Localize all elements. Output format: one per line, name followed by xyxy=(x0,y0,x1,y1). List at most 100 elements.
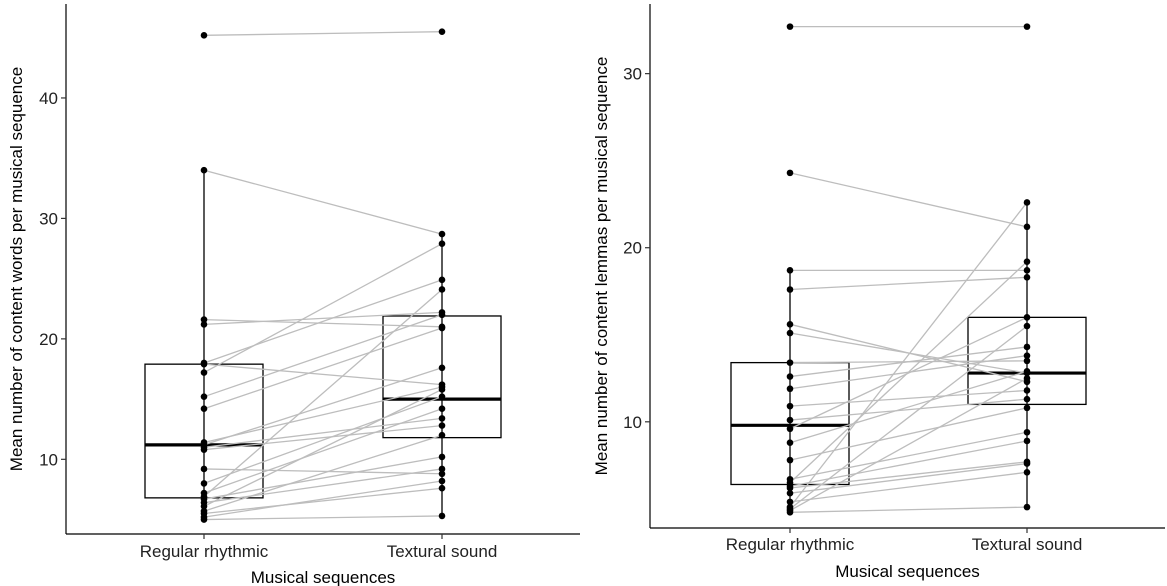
data-point xyxy=(1023,258,1031,265)
y-tick-label: 20 xyxy=(39,330,58,349)
data-point xyxy=(1023,267,1031,274)
paired-line xyxy=(789,172,1028,228)
paired-line xyxy=(789,398,1028,421)
paired-line xyxy=(789,332,1028,374)
data-point xyxy=(200,405,208,413)
paired-line xyxy=(203,243,443,374)
data-point xyxy=(1023,368,1031,375)
paired-line xyxy=(203,288,443,498)
data-point xyxy=(200,316,208,323)
paired-line xyxy=(789,202,1028,508)
data-point xyxy=(200,369,208,376)
y-tick-label: 30 xyxy=(39,209,58,228)
data-point xyxy=(200,480,208,487)
paired-line xyxy=(789,377,1028,512)
data-point xyxy=(786,509,794,516)
data-point xyxy=(1023,374,1031,382)
paired-line xyxy=(203,367,443,446)
data-point xyxy=(200,502,208,510)
paired-line xyxy=(789,461,1028,489)
x-tick-label: Textural sound xyxy=(387,542,498,561)
data-point xyxy=(1023,428,1031,436)
x-tick-label: Regular rhythmic xyxy=(140,542,269,561)
data-point xyxy=(200,166,208,174)
x-tick-label: Textural sound xyxy=(972,535,1083,554)
data-point xyxy=(438,512,446,520)
data-point xyxy=(1023,314,1031,321)
content-lemmas-panel: 10 20 30 Regular rhythmic Textural sound Musi… xyxy=(592,4,1165,581)
paired-line xyxy=(203,396,443,485)
data-point xyxy=(786,498,794,506)
paired-line xyxy=(203,434,443,512)
y-tick-label: 10 xyxy=(623,413,642,432)
data-point xyxy=(1023,199,1031,206)
data-point xyxy=(438,453,446,461)
data-point xyxy=(438,276,446,284)
data-point xyxy=(1023,395,1031,403)
data-point xyxy=(1023,460,1031,467)
paired-line xyxy=(203,487,443,515)
paired-line xyxy=(789,325,1028,510)
data-point xyxy=(1023,503,1031,511)
data-point xyxy=(1023,23,1031,30)
data-point xyxy=(1023,343,1031,351)
paired-line xyxy=(789,471,1028,503)
paired-line xyxy=(203,314,443,398)
data-point xyxy=(200,360,208,368)
data-point xyxy=(1023,322,1031,330)
data-point xyxy=(438,470,446,478)
paired-line xyxy=(203,388,443,507)
y-tick-label: 10 xyxy=(39,450,58,469)
data-point xyxy=(438,393,446,400)
data-point xyxy=(1023,404,1031,412)
paired-line xyxy=(203,318,443,328)
paired-line xyxy=(789,506,1028,513)
data-point xyxy=(786,385,794,393)
data-point xyxy=(438,465,446,473)
paired-line xyxy=(203,456,443,500)
paired-line xyxy=(203,327,443,410)
data-point xyxy=(786,286,794,293)
data-point xyxy=(200,465,208,473)
content-words-panel: 10 20 30 40 Regular rhythmic Textural sound Mu… xyxy=(7,4,580,586)
data-point xyxy=(786,373,794,380)
data-point xyxy=(786,267,794,274)
paired-line xyxy=(789,276,1028,291)
data-point xyxy=(200,393,208,400)
paired-line xyxy=(203,515,443,521)
data-point xyxy=(786,402,794,410)
data-point xyxy=(438,240,446,248)
data-point xyxy=(200,32,208,39)
data-point xyxy=(438,422,446,429)
x-tick-label: Regular rhythmic xyxy=(726,535,855,554)
y-tick-label: 20 xyxy=(623,239,642,258)
data-point xyxy=(1023,468,1031,476)
y-axis-title: Mean number of content words per musical… xyxy=(7,67,26,471)
y-tick-label: 40 xyxy=(39,89,58,108)
data-point xyxy=(438,405,446,413)
data-point xyxy=(786,439,794,446)
paired-line xyxy=(203,424,443,451)
data-point xyxy=(786,321,794,328)
paired-line xyxy=(203,468,443,475)
data-point xyxy=(786,489,794,497)
data-point xyxy=(786,23,794,30)
data-point xyxy=(438,364,446,372)
paired-line xyxy=(203,169,443,235)
paired-line xyxy=(203,468,443,504)
data-point xyxy=(786,169,794,177)
y-tick-label: 30 xyxy=(623,65,642,84)
paired-line xyxy=(203,386,443,444)
data-point xyxy=(1023,223,1031,231)
x-axis-title: Musical sequences xyxy=(835,562,980,581)
paired-line xyxy=(789,407,1028,461)
data-point xyxy=(786,416,794,424)
paired-line xyxy=(789,261,1028,484)
paired-line xyxy=(203,279,443,364)
data-point xyxy=(200,516,208,523)
data-point xyxy=(786,484,794,492)
data-point xyxy=(438,286,446,293)
data-point xyxy=(786,329,794,337)
data-point xyxy=(1023,357,1031,365)
